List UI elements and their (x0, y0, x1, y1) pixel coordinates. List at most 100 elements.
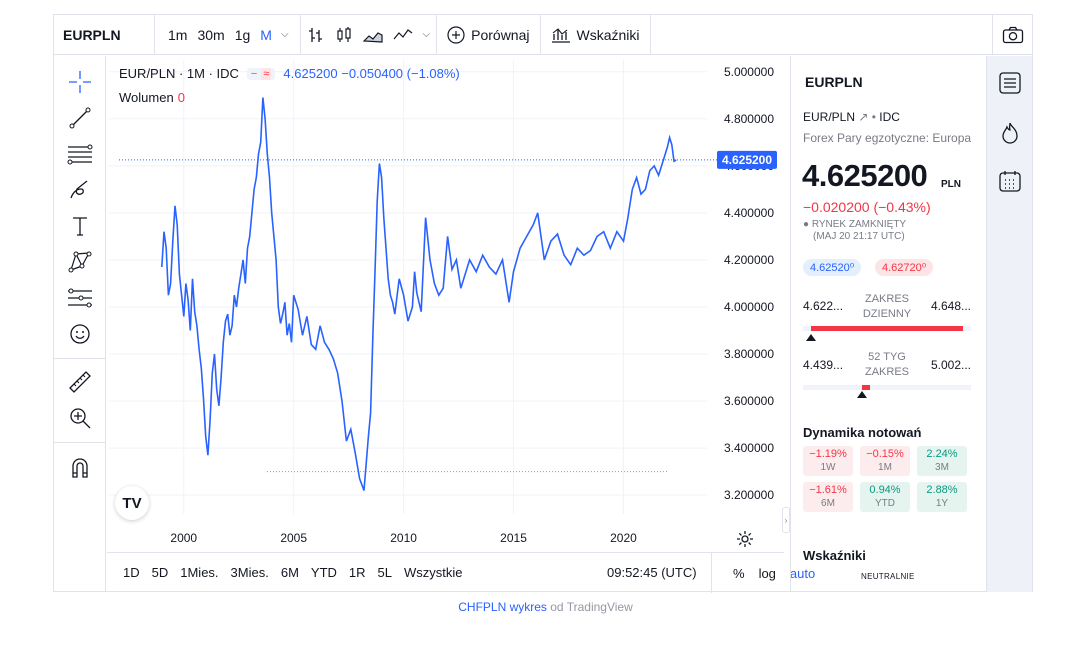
watchlist-icon[interactable] (997, 70, 1023, 96)
camera-icon (1002, 26, 1023, 44)
top-toolbar: EURPLN 1m 30m 1g M ⌵ ⌵ Porównaj Wskaźnik… (54, 14, 1032, 55)
indicators-label: Wskaźniki (576, 26, 640, 43)
percent-toggle[interactable]: % (733, 565, 745, 581)
footer-attribution: CHFPLN wykres od TradingView (0, 600, 1091, 614)
bars-icon[interactable] (307, 26, 325, 44)
text-icon[interactable] (66, 212, 94, 240)
trendline-icon[interactable] (66, 104, 94, 132)
zoom-icon[interactable] (66, 404, 94, 432)
panel-pair[interactable]: EUR/PLN (803, 110, 856, 124)
daily-range-low: 4.622... (803, 299, 844, 313)
performance-value: −1.61% (809, 484, 847, 496)
performance-value: −0.15% (866, 448, 904, 460)
clock-time[interactable]: 09:52:45 (UTC) (607, 553, 712, 593)
y-tick-label: 4.400000 (724, 206, 774, 220)
performance-value: −1.19% (809, 448, 847, 460)
volume-legend: Wolumen 0 (119, 90, 185, 105)
range-1mies[interactable]: 1Mies. (180, 565, 219, 580)
panel-category: Forex Pary egzotyczne: Europa (803, 131, 972, 145)
area-icon[interactable] (362, 26, 383, 44)
brush-icon[interactable] (66, 176, 94, 204)
range-3mies[interactable]: 3Mies. (230, 565, 269, 580)
range-1r[interactable]: 1R (348, 565, 366, 580)
crosshair-icon[interactable] (66, 68, 94, 96)
range-6m[interactable]: 6M (280, 565, 299, 580)
legend-wave-icon[interactable]: ≈ (261, 67, 272, 80)
performance-cell: −1.61% 6M (803, 482, 853, 512)
week52-range-label: 52 TYG ZAKRES (864, 351, 909, 378)
performance-period: 1M (878, 462, 892, 473)
calendar-icon[interactable] (997, 168, 1023, 194)
x-tick-label: 2000 (170, 531, 197, 545)
x-tick-label: 2010 (390, 531, 417, 545)
y-tick-label: 3.200000 (724, 488, 774, 502)
performance-period: YTD (875, 498, 895, 509)
panel-change: −0.020200 (−0.43%) (803, 199, 931, 215)
candles-icon[interactable] (335, 26, 353, 44)
symbol-search[interactable]: EURPLN (54, 14, 155, 55)
legend-hide-icon[interactable]: − (250, 67, 258, 80)
right-sidebar (986, 56, 1032, 592)
daily-range-track (803, 326, 971, 331)
chart-type-chevron-icon[interactable]: ⌵ (422, 29, 431, 40)
plus-circle-icon (447, 25, 465, 44)
performance-value: 0.94% (869, 484, 901, 496)
footer-link[interactable]: CHFPLN wykres (458, 600, 547, 614)
panel-symbol[interactable]: EURPLN (805, 74, 863, 90)
footer-text: od TradingView (546, 600, 633, 614)
line-icon[interactable] (393, 26, 413, 44)
status-dot-icon: ● (803, 219, 812, 230)
price-chart[interactable]: 5.0000004.8000004.6000004.4000004.200000… (107, 56, 784, 552)
y-tick-label: 3.800000 (724, 347, 774, 361)
daily-range: 4.622... ZAKRES DZIENNY 4.648... (803, 292, 971, 342)
hotlist-icon[interactable] (997, 120, 1023, 146)
external-link-icon[interactable]: ↗ (858, 110, 872, 124)
y-tick-label: 4.000000 (724, 300, 774, 314)
tradingview-logo-icon[interactable]: TV (115, 486, 149, 520)
indicators-button[interactable]: Wskaźniki (541, 14, 651, 55)
legend-values: 4.625200 −0.050400 (−1.08%) (283, 66, 460, 81)
auto-toggle[interactable]: auto (789, 565, 816, 581)
log-toggle[interactable]: log (758, 565, 776, 581)
bid-badge: 4.62520⁰ (803, 259, 862, 276)
panel-source: IDC (879, 110, 900, 124)
scale-options: % log auto (733, 553, 815, 593)
range-ytd[interactable]: YTD (310, 565, 337, 580)
pattern-icon[interactable] (66, 248, 94, 276)
performance-cell: −0.15% 1M (860, 446, 910, 476)
price-series-line[interactable] (161, 97, 677, 491)
emoji-icon[interactable] (66, 320, 94, 348)
range-5l[interactable]: 5L (377, 565, 392, 580)
compare-button[interactable]: Porównaj (437, 14, 541, 55)
interval-30m[interactable]: 30m (197, 26, 225, 43)
ruler-icon[interactable] (66, 368, 94, 396)
collapse-panel-handle[interactable]: › (782, 507, 790, 533)
daily-range-label: ZAKRES DZIENNY (862, 293, 912, 320)
neutral-gauge-label: NEUTRALNIE (861, 572, 915, 581)
gear-icon[interactable] (736, 530, 754, 548)
range-1d[interactable]: 1D (123, 565, 140, 580)
dot-separator: • (871, 110, 880, 124)
range-all[interactable]: Wszystkie (404, 565, 463, 580)
range-5d[interactable]: 5D (151, 565, 169, 580)
performance-title: Dynamika notowań (803, 425, 922, 440)
chart-pane[interactable]: 5.0000004.8000004.6000004.4000004.200000… (107, 56, 784, 552)
performance-grid: −1.19% 1W −0.15% 1M 2.24% 3M −1.61% 6M 0.94% YTD 2… (803, 446, 973, 512)
chevron-down-icon[interactable]: ⌵ (280, 29, 289, 40)
forecast-icon[interactable] (66, 284, 94, 312)
interval-1m[interactable]: 1m (168, 26, 188, 43)
camera-button[interactable] (992, 15, 1032, 55)
interval-1g[interactable]: 1g (234, 26, 251, 43)
week52-range-track (803, 385, 971, 390)
fib-icon[interactable] (66, 140, 94, 168)
series-legend: EUR/PLN · 1M · IDC − ≈ 4.625200 −0.05040… (119, 66, 460, 81)
panel-price: 4.625200 (802, 158, 928, 193)
magnet-icon[interactable] (66, 454, 94, 482)
legend-toggle[interactable]: − ≈ (246, 67, 276, 80)
performance-period: 1W (820, 462, 836, 473)
interval-m[interactable]: M (260, 26, 272, 43)
performance-value: 2.88% (926, 484, 958, 496)
y-tick-label: 4.200000 (724, 253, 774, 267)
symbol-details-panel: EURPLN EUR/PLN ↗ • IDC Forex Pary egzoty… (790, 56, 986, 592)
performance-period: 6M (821, 498, 835, 509)
